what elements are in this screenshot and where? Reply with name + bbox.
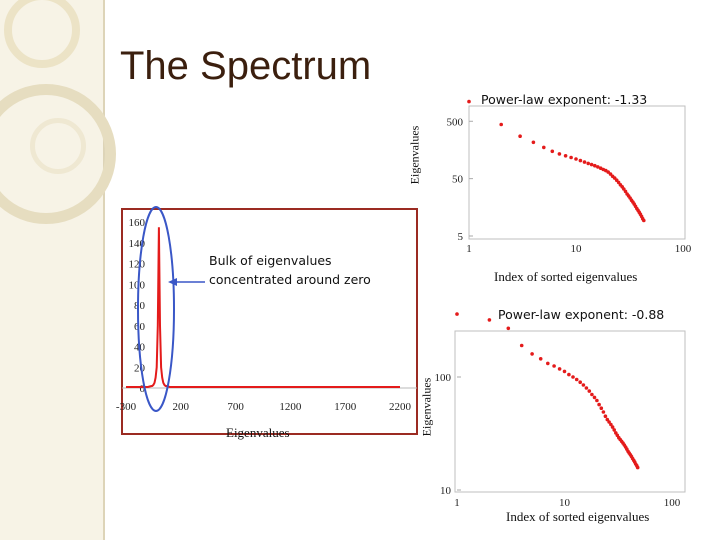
scatter1-x-tick-label: 10 <box>571 243 583 255</box>
scatter1-point <box>542 145 546 150</box>
scatter2-point <box>578 380 582 385</box>
scatter2-point <box>601 410 606 414</box>
bulk-x-tick-label: -300 <box>116 401 137 413</box>
bulk-x-tick-label: 700 <box>227 401 244 413</box>
decorative-ring-icon <box>30 118 86 174</box>
scatter2-y-tick-label: 10 <box>440 485 452 497</box>
bulk-series-line <box>126 227 400 388</box>
bulk-chart-x-label: Eigenvalues <box>226 425 290 440</box>
scatter2-point <box>506 326 511 331</box>
scatter2-point <box>607 420 611 424</box>
scatter2-point <box>581 383 586 387</box>
scatter2-x-tick-label: 10 <box>559 497 571 509</box>
scatter2-point <box>546 361 550 366</box>
scatter2-point <box>610 425 615 429</box>
scatter2-point <box>571 375 575 379</box>
scatter1-point <box>550 149 555 154</box>
scatter2-point <box>587 389 592 393</box>
bulk-chart: -300 200 700 1200 1700 2200020406080100120140… <box>116 217 412 413</box>
scatter1-point <box>593 163 597 168</box>
scatter1-point <box>499 122 504 127</box>
scatter2-point <box>603 414 608 419</box>
scatter2-point <box>455 312 459 316</box>
bulk-y-tick-label: 160 <box>129 217 146 229</box>
scatter1-point <box>557 152 562 156</box>
annotation-line-2: concentrated around zero <box>209 272 371 287</box>
scatter1-point <box>518 134 522 138</box>
scatter2-x-tick-label: 1 <box>454 497 460 509</box>
scatter1-point <box>589 162 594 167</box>
scatter1-x-tick-label: 100 <box>675 243 692 255</box>
scatter2-point <box>599 406 604 411</box>
scatter1-y-tick-label: 500 <box>447 116 464 128</box>
scatter2-point <box>609 422 613 427</box>
scatter1-point <box>467 99 471 104</box>
scatter1-point <box>531 140 536 145</box>
scatter2-point <box>574 377 579 382</box>
scatter2-point <box>590 392 594 397</box>
scatter2-point <box>552 364 556 368</box>
scatter1-x-label: Index of sorted eigenvalues <box>494 269 638 284</box>
sidebar-border <box>103 0 105 540</box>
bulk-y-tick-label: 20 <box>134 362 146 374</box>
scatter1-x-tick-label: 1 <box>466 243 472 255</box>
scatter1-point <box>563 154 568 158</box>
scatter1-title: Power-law exponent: -1.33 <box>481 92 648 107</box>
scatter2-point <box>562 369 567 374</box>
scatter2-point <box>595 398 599 403</box>
bulk-y-tick-label: 0 <box>140 383 146 395</box>
bulk-x-tick-label: 1200 <box>279 401 302 413</box>
scatter1-point <box>574 157 578 161</box>
scatter1-point <box>569 155 573 160</box>
bulk-y-tick-label: 100 <box>129 279 146 291</box>
scatter1-chart: 1 10 100 5 50 500 <box>447 99 692 255</box>
slide-title: The Spectrum <box>120 44 372 88</box>
scatter2-point <box>584 386 589 390</box>
decorative-ring-icon <box>4 0 80 68</box>
scatter2-point <box>567 372 571 377</box>
scatter2-point <box>597 402 601 407</box>
scatter1-y-tick-label: 5 <box>458 231 464 243</box>
bulk-x-tick-label: 1700 <box>334 401 357 413</box>
scatter2-point <box>530 352 534 356</box>
scatter1-frame <box>468 105 686 240</box>
scatter2-point <box>592 395 597 400</box>
annotation-arrow-head-icon <box>168 278 177 286</box>
scatter2-point <box>538 357 543 361</box>
scatter1-point <box>586 161 590 166</box>
scatter1-y-label: Eigenvalues <box>407 125 422 185</box>
scatter1-point <box>582 160 587 164</box>
bulk-y-tick-label: 60 <box>134 321 146 333</box>
scatter1-point <box>578 158 583 163</box>
scatter2-point <box>519 343 524 348</box>
bulk-highlight-ellipse <box>137 206 175 412</box>
scatter1-point <box>596 165 600 169</box>
scatter2-y-label: Eigenvalues <box>419 377 434 437</box>
scatter1-point <box>623 189 628 194</box>
scatter2-point <box>557 367 562 371</box>
bulk-y-tick-label: 80 <box>134 300 146 312</box>
scatter2-point <box>487 318 492 322</box>
bulk-x-tick-label: 2200 <box>389 401 412 413</box>
bulk-chart-frame <box>121 208 418 435</box>
annotation-line-1: Bulk of eigenvalues <box>209 253 332 268</box>
scatter2-point <box>635 465 640 470</box>
scatter2-title: Power-law exponent: -0.88 <box>498 307 665 322</box>
scatter2-frame <box>454 330 686 493</box>
decorative-ring-icon <box>0 84 116 224</box>
scatter2-point <box>612 428 616 432</box>
bulk-y-tick-label: 120 <box>129 259 146 271</box>
bulk-x-tick-label: 200 <box>173 401 190 413</box>
scatter1-point <box>642 218 646 223</box>
scatter2-x-tick-label: 100 <box>664 497 681 509</box>
scatter2-y-tick-label: 100 <box>435 372 452 384</box>
scatter2-x-label: Index of sorted eigenvalues <box>506 509 650 524</box>
scatter1-y-tick-label: 50 <box>452 174 464 186</box>
